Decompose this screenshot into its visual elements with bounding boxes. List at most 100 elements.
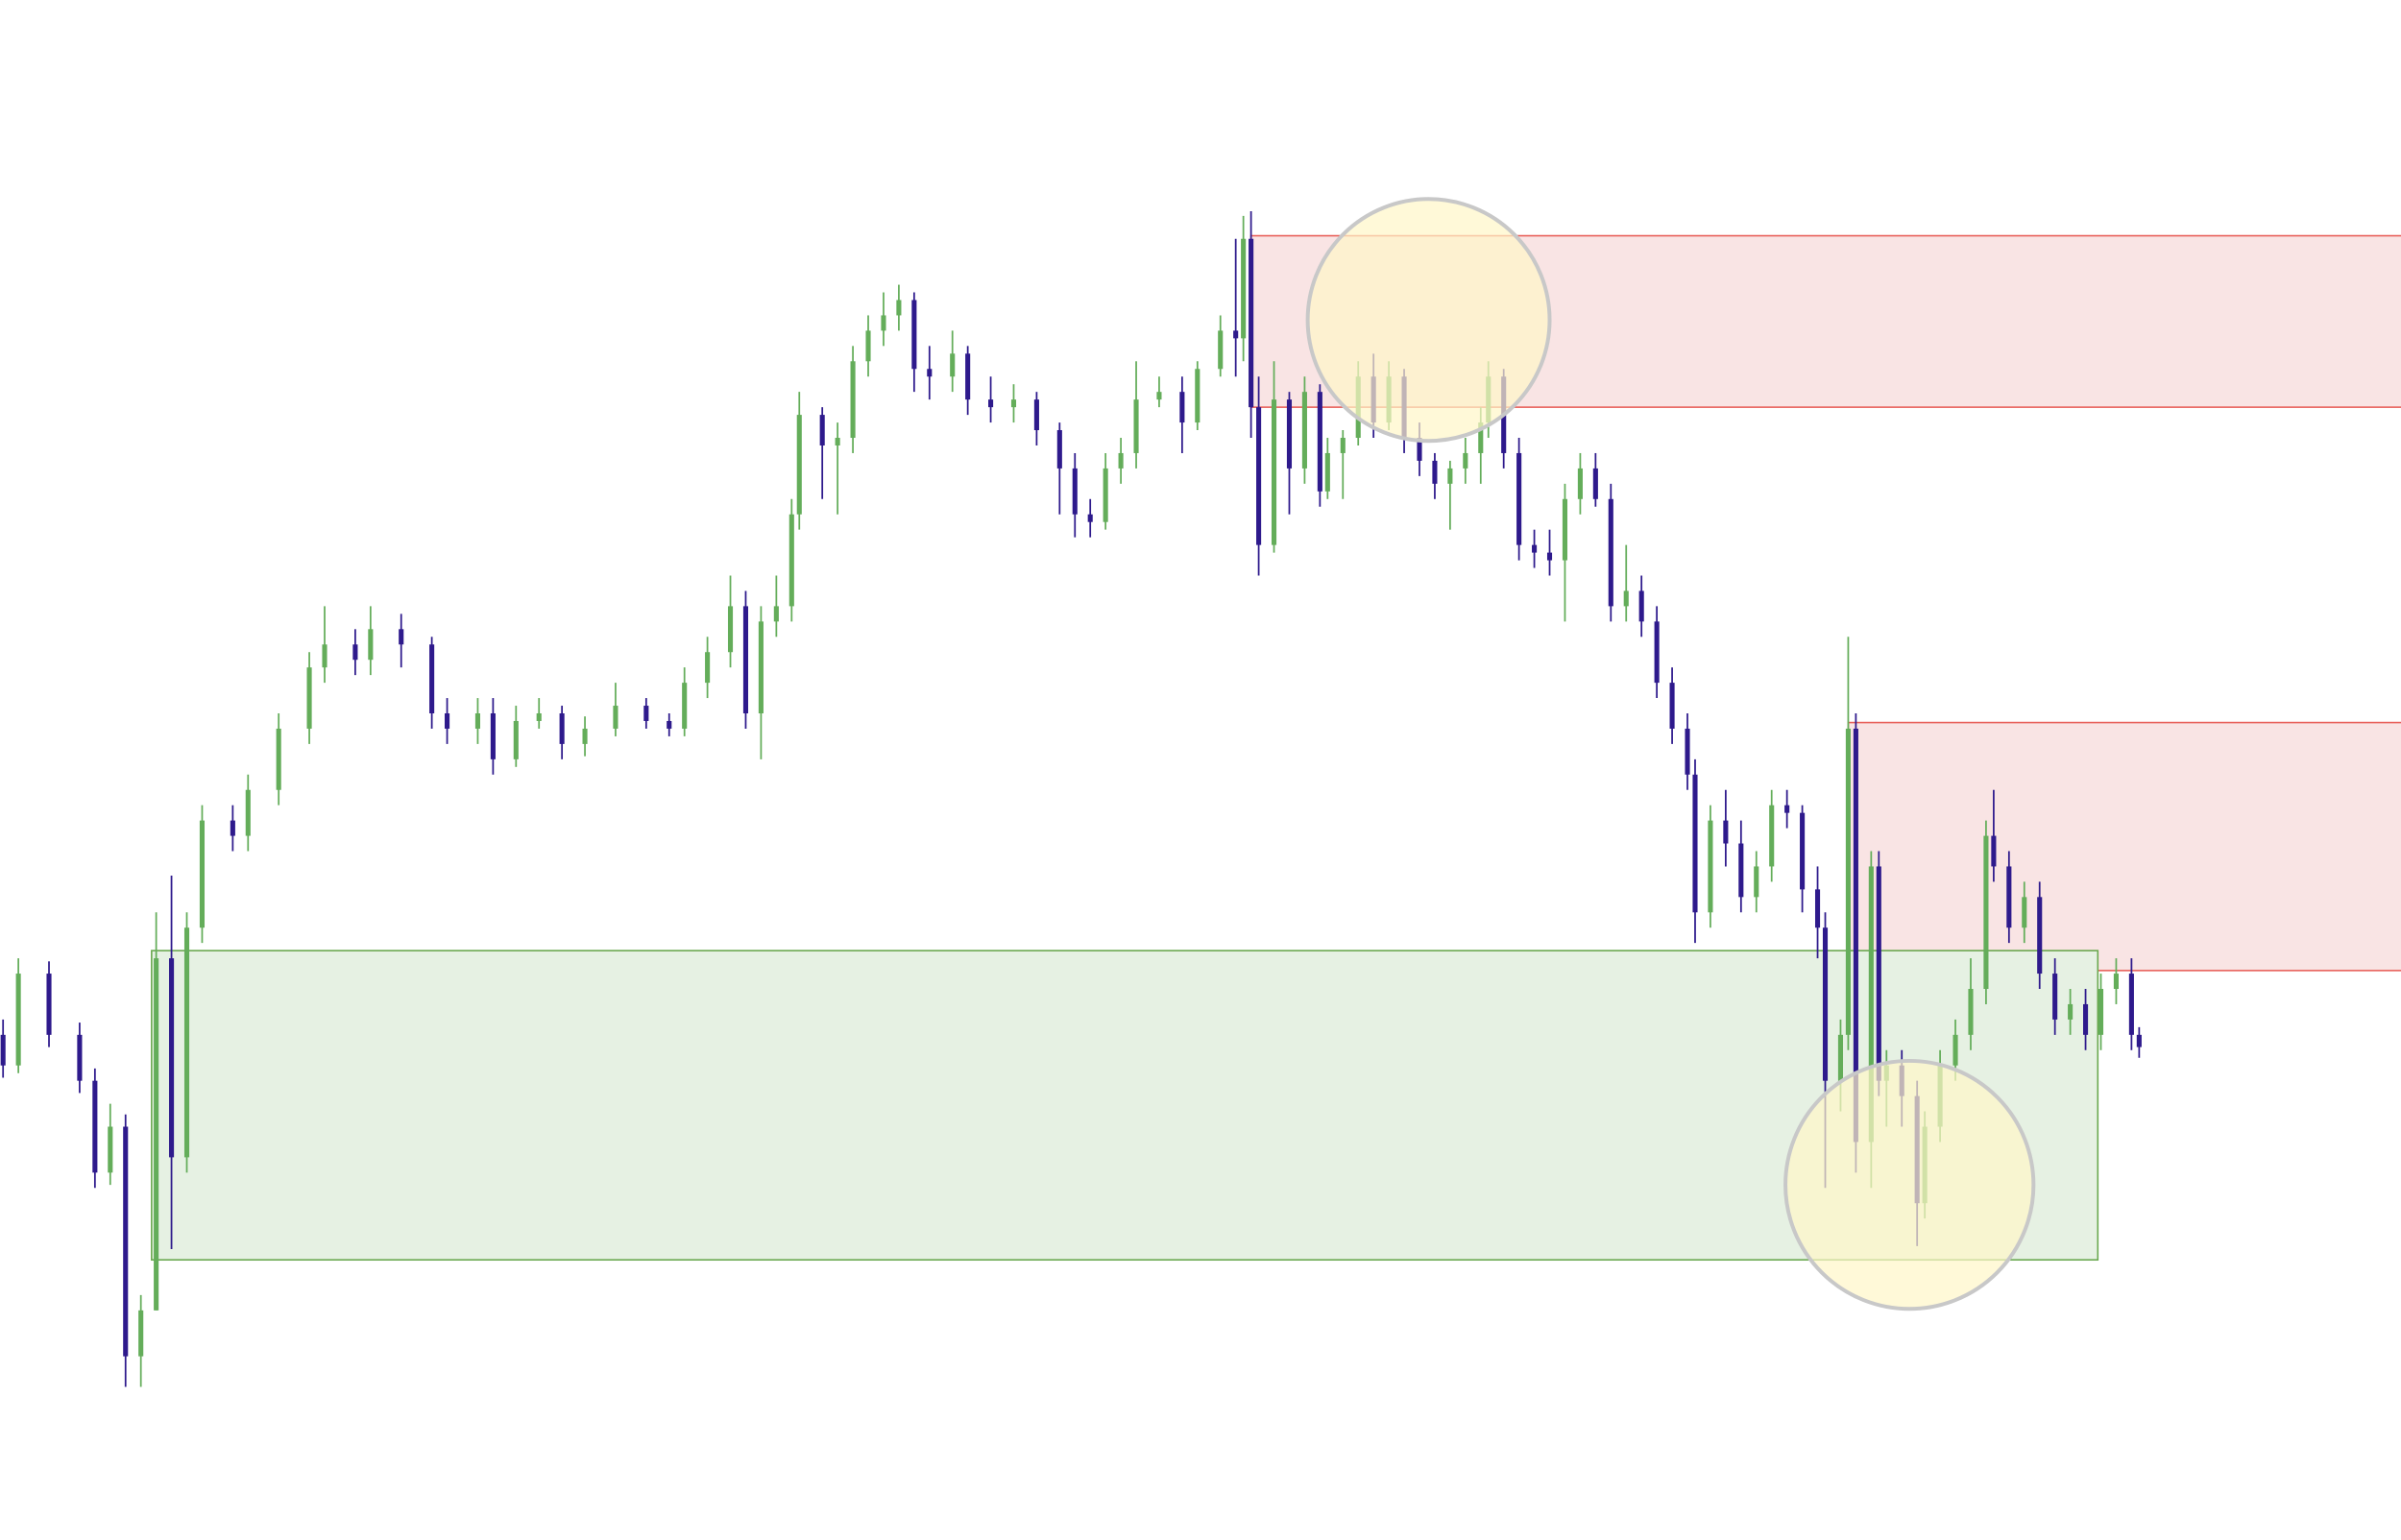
candle-body: [881, 315, 886, 331]
candle-body: [896, 300, 902, 316]
candle-body: [199, 820, 206, 928]
bullish-candle: [138, 1294, 144, 1387]
candle-body: [1516, 452, 1522, 545]
bearish-candle: [1087, 498, 1093, 538]
candle-body: [15, 974, 21, 1066]
bullish-candle: [154, 912, 159, 1311]
bearish-candle: [1738, 820, 1744, 913]
bullish-candle: [322, 606, 327, 684]
candle-body: [1800, 812, 1806, 890]
candle-body: [1638, 590, 1644, 622]
bullish-candle: [513, 706, 519, 767]
candle-body: [322, 644, 327, 668]
demand-zone: [151, 950, 2099, 1262]
candle-body: [2022, 897, 2027, 928]
candle-body: [559, 713, 565, 744]
bearish-candle: [927, 346, 933, 400]
bullish-candle: [276, 713, 281, 806]
candle-body: [1685, 728, 1690, 775]
bearish-candle: [230, 805, 235, 852]
bearish-candle: [1432, 452, 1438, 499]
candle-body: [1868, 866, 1874, 1143]
candle-body: [1562, 498, 1568, 561]
candle-body: [1340, 438, 1346, 453]
bearish-candle: [1800, 805, 1806, 913]
bullish-candle: [1118, 438, 1124, 484]
bearish-candle: [0, 1019, 6, 1078]
candle-body: [1179, 392, 1185, 423]
bullish-candle: [865, 315, 871, 377]
bearish-candle: [399, 614, 404, 668]
candle-body: [1708, 820, 1713, 913]
bullish-candle: [850, 346, 856, 453]
bearish-candle: [988, 376, 994, 423]
bearish-candle: [1179, 376, 1185, 453]
candle-body: [835, 438, 840, 445]
candle-body: [138, 1310, 144, 1357]
candle-body: [183, 927, 190, 1158]
bullish-candle: [536, 698, 542, 729]
bullish-candle: [1241, 215, 1247, 362]
candle-body: [1233, 330, 1239, 339]
bearish-candle: [1592, 452, 1598, 507]
candle-body: [2052, 974, 2058, 1020]
candle-body: [154, 958, 159, 1311]
candle-body: [667, 720, 672, 729]
bullish-candle: [368, 606, 374, 676]
candles-layer: [0, 211, 2142, 1387]
bullish-candle: [950, 330, 956, 393]
candle-body: [1301, 392, 1307, 469]
candle-body: [773, 606, 779, 622]
candle-body: [1577, 468, 1583, 499]
candle-body: [1692, 774, 1698, 913]
candle-body: [1845, 728, 1851, 1035]
candle-body: [1952, 1034, 1958, 1066]
bullish-candle: [15, 958, 21, 1073]
candle-body: [77, 1034, 83, 1081]
candle-body: [1608, 498, 1613, 607]
candle-body: [276, 728, 281, 790]
bullish-candle: [306, 652, 312, 744]
bearish-candle: [819, 407, 825, 499]
bullish-candle: [727, 575, 734, 668]
bullish-candle: [1769, 789, 1775, 882]
candle-body: [1417, 438, 1422, 461]
candle-body: [582, 728, 588, 744]
bearish-candle: [1056, 422, 1062, 515]
candle-body: [1837, 1034, 1844, 1081]
bullish-candle: [2113, 958, 2119, 1004]
candle-body: [1195, 369, 1200, 423]
candle-body: [2128, 974, 2134, 1035]
bullish-candle: [758, 606, 764, 759]
bearish-candle: [490, 698, 496, 775]
candle-body: [1286, 399, 1293, 469]
candle-body: [1478, 422, 1484, 453]
candle-body: [788, 514, 794, 607]
bearish-candle: [77, 1023, 83, 1094]
candle-body: [2037, 897, 2043, 975]
candle-body: [613, 706, 618, 729]
bullish-candle: [1577, 452, 1583, 515]
bearish-candle: [1685, 713, 1690, 790]
bullish-candle: [1447, 460, 1453, 530]
candle-body: [2098, 989, 2104, 1035]
candle-body: [1991, 835, 1997, 867]
candle-body: [1087, 514, 1093, 522]
bearish-candle: [445, 698, 450, 744]
bearish-candle: [169, 876, 175, 1250]
bullish-candle: [896, 284, 902, 331]
bullish-candle: [1562, 483, 1568, 622]
candle-body: [92, 1080, 98, 1173]
bullish-candle: [1156, 376, 1162, 408]
bullish-candle: [788, 498, 794, 622]
candle-body: [1103, 468, 1108, 522]
candle-body: [1118, 452, 1124, 469]
candle-body: [742, 606, 749, 714]
candle-body: [1432, 460, 1438, 484]
candle-body: [230, 820, 235, 836]
bearish-candle: [1317, 384, 1322, 507]
candle-body: [950, 353, 956, 377]
candle-body: [1546, 552, 1553, 561]
zones-layer: [151, 234, 2401, 1262]
candle-body: [1738, 843, 1744, 898]
